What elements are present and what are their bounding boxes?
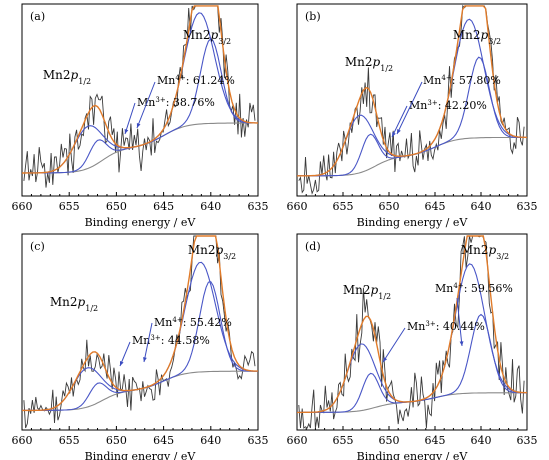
plot-frame [21, 233, 259, 431]
x-tick-label: 650 [106, 434, 127, 447]
peak-label-2p3-2: Mn2p3/2 [461, 243, 509, 261]
panel-label: (c) [30, 240, 45, 253]
annotation-mn4: Mn4+: 59.56% [435, 282, 513, 295]
panel-label: (d) [305, 240, 321, 253]
x-tick-label: 635 [517, 434, 538, 447]
arrow-mn4 [143, 322, 153, 363]
arrowhead-mn3 [392, 132, 396, 137]
arrowhead-mn3 [124, 129, 129, 134]
annotation-mn3: Mn3+: 40.44% [407, 320, 485, 333]
annotation-mn3: Mn3+: 44.58% [132, 334, 210, 347]
x-tick-label: 650 [379, 200, 400, 213]
x-tick-label: 650 [379, 434, 400, 447]
fit-envelope [22, 235, 258, 412]
plot-frame [296, 233, 528, 431]
x-axis-title: Binding energy / eV [85, 216, 197, 229]
x-tick-label: 660 [287, 434, 308, 447]
arrow-mn4 [396, 81, 423, 135]
xps-panel-d: 660 655 650 645 640 635 Binding energy / eV (d)… [287, 233, 538, 460]
x-tick-label: 640 [471, 434, 492, 447]
panel-label: (b) [305, 10, 321, 23]
arrowhead-mn4 [397, 129, 401, 134]
x-axis-title: Binding energy / eV [85, 450, 197, 460]
arrowhead-mn4 [459, 341, 464, 346]
arrowhead-mn3 [120, 361, 124, 366]
arrow-mn3 [124, 102, 136, 135]
peak-label-2p1-2: Mn2p1/2 [343, 283, 391, 301]
x-tick-label: 635 [248, 434, 269, 447]
x-tick-label: 640 [200, 200, 221, 213]
x-tick-label: 660 [12, 200, 33, 213]
fit-envelope [22, 5, 259, 174]
peak-label-2p1-2: Mn2p1/2 [43, 68, 91, 86]
x-tick-label: 635 [248, 200, 269, 213]
x-axis-title: Binding energy / eV [357, 450, 469, 460]
fit-envelope [297, 235, 528, 414]
arrow-mn4 [136, 81, 156, 129]
xps-panel-b: 660 655 650 645 640 635 Binding energy / eV (b)… [287, 3, 538, 229]
x-axis-title: Binding energy / eV [357, 216, 469, 229]
arrow-mn4 [456, 297, 463, 347]
fit-envelope [297, 5, 528, 177]
x-tick-label: 635 [517, 200, 538, 213]
annotation-mn4: Mn4+: 57.80% [423, 74, 501, 87]
x-tick-label: 640 [471, 200, 492, 213]
annotation-mn3: Mn3+: 42.20% [409, 99, 487, 112]
annotation-mn4: Mn4+: 55.42% [154, 316, 232, 329]
peak-label-2p3-2: Mn2p3/2 [453, 28, 501, 46]
xps-panel-a: 660 655 650 645 640 635 Binding energy / eV (a)… [12, 3, 269, 229]
xps-panel-c: 660 655 650 645 640 635 Binding energy / eV (c)… [12, 233, 269, 460]
x-tick-label: 660 [12, 434, 33, 447]
arrowhead-mn4 [143, 357, 147, 362]
x-tick-label: 640 [200, 434, 221, 447]
peak-label-2p1-2: Mn2p1/2 [345, 55, 393, 73]
annotation-mn4: Mn4+: 61.24% [157, 74, 235, 87]
x-tick-label: 660 [287, 200, 308, 213]
x-tick-label: 655 [59, 200, 80, 213]
arrowhead-mn4 [136, 123, 141, 128]
plot-frame [296, 3, 528, 197]
x-tick-label: 645 [153, 200, 174, 213]
x-tick-label: 645 [425, 200, 446, 213]
raw-spectrum [298, 235, 525, 429]
plot-frame [21, 3, 259, 197]
x-tick-label: 645 [425, 434, 446, 447]
x-tick-label: 650 [106, 200, 127, 213]
x-tick-label: 645 [153, 434, 174, 447]
x-tick-label: 655 [333, 200, 354, 213]
arrow-mn3 [391, 105, 408, 138]
arrowhead-mn3 [383, 357, 388, 362]
x-tick-label: 655 [333, 434, 354, 447]
panel-label: (a) [30, 10, 45, 23]
annotation-mn3: Mn3+: 38.76% [137, 96, 215, 109]
peak-label-2p3-2: Mn2p3/2 [188, 243, 236, 261]
raw-spectrum [23, 235, 256, 429]
peak-label-2p1-2: Mn2p1/2 [50, 295, 98, 313]
arrow-mn3 [382, 327, 406, 363]
peak-label-2p3-2: Mn2p3/2 [183, 28, 231, 46]
x-tick-label: 655 [59, 434, 80, 447]
